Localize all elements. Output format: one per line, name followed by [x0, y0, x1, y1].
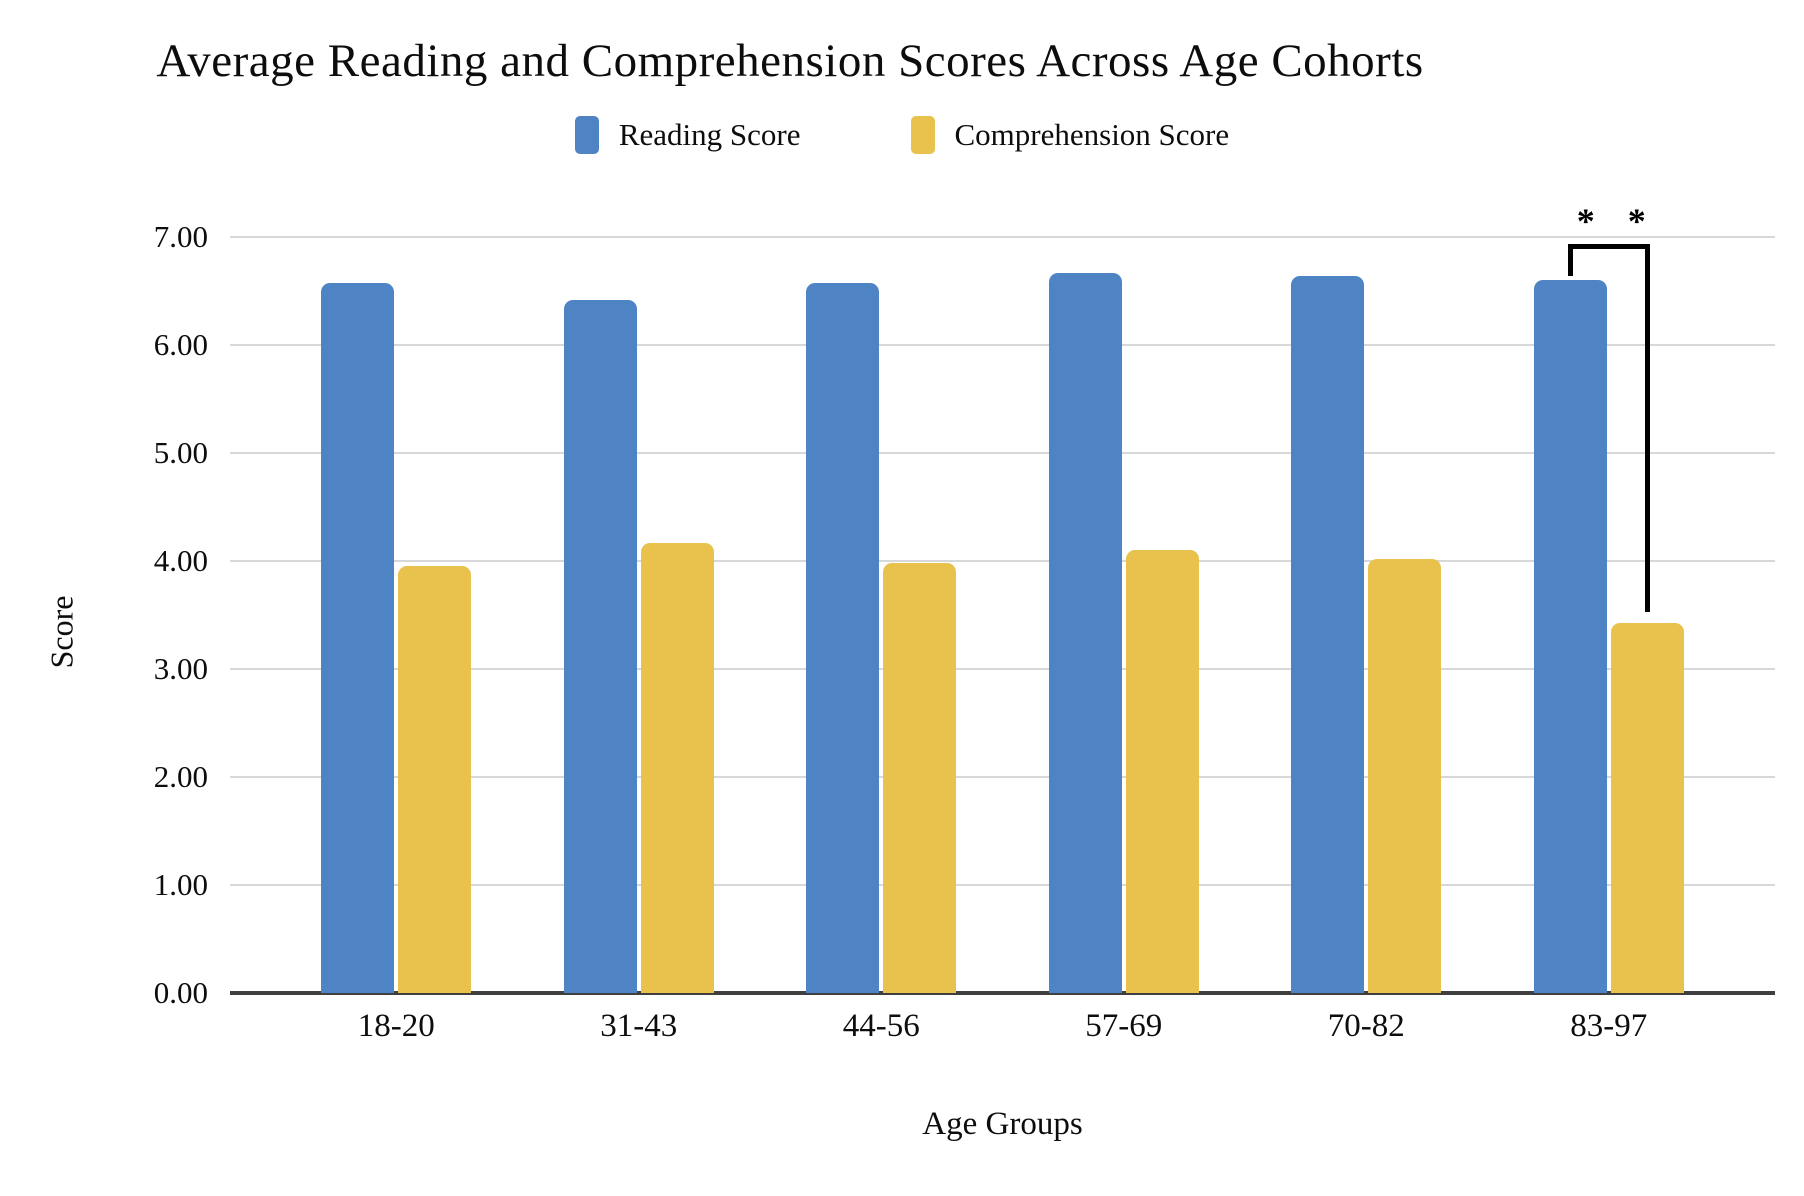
bar-comprehension-score-57-69	[1125, 550, 1199, 993]
bracket-left-tick	[1568, 244, 1574, 276]
y-axis-title: Score	[43, 595, 80, 669]
bar-comprehension-score-31-43	[640, 542, 714, 993]
bar-reading-score-83-97	[1533, 280, 1607, 993]
legend: Reading Score Comprehension Score	[0, 116, 1804, 154]
plot-area	[230, 236, 1775, 995]
y-tick-3.00: 3.00	[153, 651, 208, 686]
x-tick-70-82: 70-82	[1327, 1008, 1405, 1044]
gridline-1.00	[230, 884, 1775, 886]
bar-reading-score-44-56	[806, 283, 880, 993]
bracket-horizontal	[1568, 244, 1651, 249]
gridline-5.00	[230, 452, 1775, 454]
y-tick-5.00: 5.00	[153, 435, 208, 470]
bar-comprehension-score-83-97	[1610, 622, 1684, 993]
legend-item-reading-score: Reading Score	[574, 116, 801, 154]
y-tick-0.00: 0.00	[153, 975, 208, 1010]
bar-comprehension-score-18-20	[398, 566, 472, 993]
x-tick-18-20: 18-20	[357, 1008, 435, 1044]
y-tick-6.00: 6.00	[153, 327, 208, 362]
x-axis-title: Age Groups	[922, 1106, 1083, 1142]
y-tick-2.00: 2.00	[153, 759, 208, 794]
gridline-3.00	[230, 668, 1775, 670]
y-axis-tick-labels: 7.00 6.00 5.00 4.00 3.00 2.00 1.00 0.00	[0, 219, 208, 1010]
x-tick-44-56: 44-56	[842, 1008, 920, 1044]
comprehension-score-legend-label: Comprehension Score	[954, 117, 1230, 152]
gridline-7.00	[230, 236, 1775, 238]
bar-reading-score-70-82	[1291, 275, 1365, 993]
comprehension-score-swatch	[910, 116, 935, 154]
legend-item-comprehension-score: Comprehension Score	[910, 116, 1230, 154]
x-tick-83-97: 83-97	[1570, 1008, 1648, 1044]
gridline-6.00	[230, 344, 1775, 346]
chart-title: Average Reading and Comprehension Scores…	[156, 35, 1424, 87]
bracket-right-drop	[1645, 244, 1651, 612]
x-tick-31-43: 31-43	[600, 1008, 678, 1044]
bar-comprehension-score-44-56	[883, 563, 957, 993]
bar-reading-score-18-20	[321, 283, 395, 993]
reading-score-swatch	[574, 116, 599, 154]
gridline-4.00	[230, 560, 1775, 562]
bar-reading-score-57-69	[1048, 272, 1122, 993]
x-axis-line	[230, 991, 1775, 995]
bar-reading-score-31-43	[563, 299, 637, 993]
gridline-2.00	[230, 776, 1775, 778]
y-tick-1.00: 1.00	[153, 867, 208, 902]
reading-score-legend-label: Reading Score	[618, 117, 801, 152]
y-tick-7.00: 7.00	[153, 219, 208, 254]
bar-comprehension-score-70-82	[1368, 558, 1442, 993]
y-tick-4.00: 4.00	[153, 543, 208, 578]
x-axis-tick-labels: 18-20 31-43 44-56 57-69 70-82 83-97	[230, 1008, 1775, 1054]
significance-asterisks: * *	[1576, 201, 1658, 241]
x-tick-57-69: 57-69	[1085, 1008, 1163, 1044]
